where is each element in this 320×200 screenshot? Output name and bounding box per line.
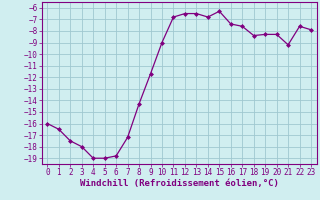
X-axis label: Windchill (Refroidissement éolien,°C): Windchill (Refroidissement éolien,°C) (80, 179, 279, 188)
